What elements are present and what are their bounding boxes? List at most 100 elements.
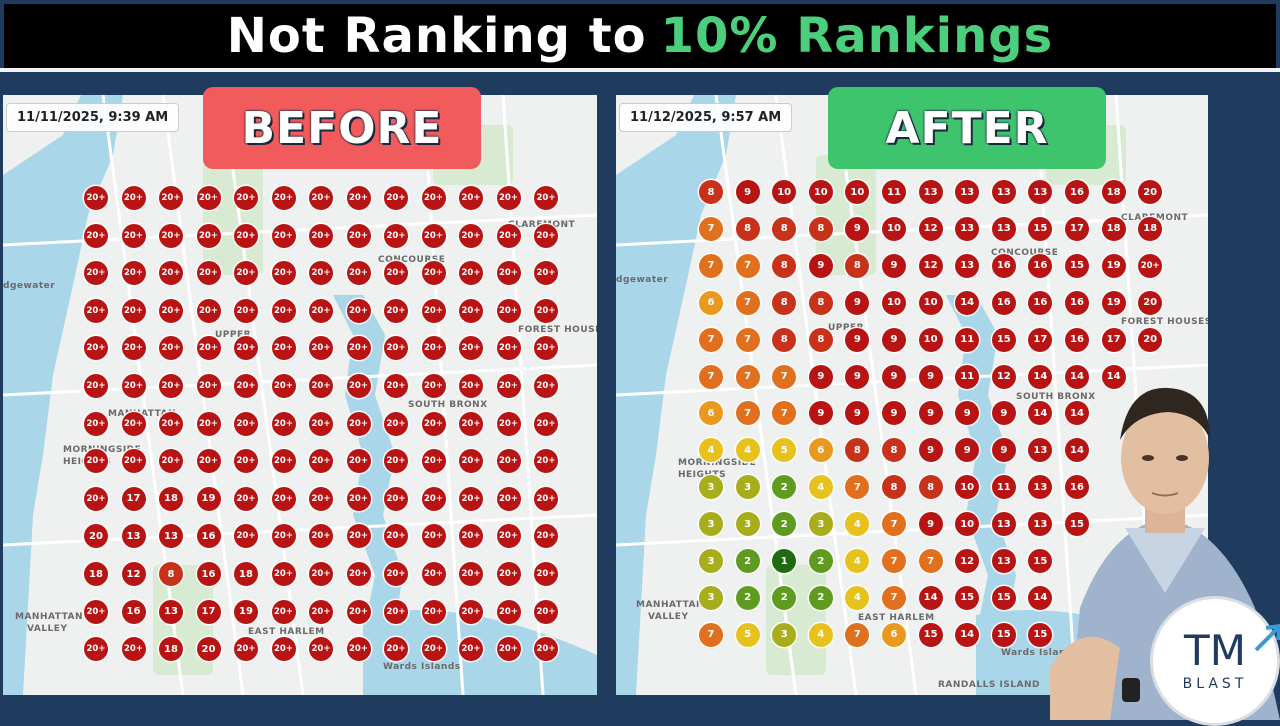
rank-marker[interactable]: 20+: [159, 186, 183, 210]
rank-marker[interactable]: 20+: [496, 449, 521, 474]
rank-marker[interactable]: 13: [991, 216, 1016, 241]
rank-marker[interactable]: 20+: [384, 449, 408, 474]
rank-marker[interactable]: 20+: [384, 186, 408, 210]
rank-marker[interactable]: 9: [882, 364, 906, 389]
rank-marker[interactable]: 6: [699, 290, 723, 315]
rank-marker[interactable]: 9: [882, 401, 906, 426]
rank-marker[interactable]: 2: [808, 585, 833, 610]
rank-marker[interactable]: 20+: [234, 223, 258, 248]
rank-marker[interactable]: 8: [918, 475, 943, 500]
rank-marker[interactable]: 20+: [271, 336, 296, 361]
rank-marker[interactable]: 20+: [121, 374, 146, 398]
rank-marker[interactable]: 20+: [421, 599, 446, 624]
rank-marker[interactable]: 15: [991, 327, 1016, 352]
rank-marker[interactable]: 7: [918, 549, 943, 573]
rank-marker[interactable]: 18: [159, 637, 183, 662]
rank-marker[interactable]: 20+: [496, 486, 521, 511]
rank-marker[interactable]: 20+: [346, 261, 371, 286]
rank-marker[interactable]: 20+: [271, 562, 296, 586]
rank-marker[interactable]: 9: [918, 364, 943, 389]
rank-marker[interactable]: 9: [845, 216, 870, 241]
rank-marker[interactable]: 7: [699, 622, 723, 647]
rank-marker[interactable]: 20+: [309, 223, 333, 248]
rank-marker[interactable]: 20+: [309, 562, 333, 586]
rank-marker[interactable]: 9: [808, 401, 833, 426]
rank-marker[interactable]: 20+: [234, 186, 258, 210]
rank-marker[interactable]: 5: [735, 622, 760, 647]
rank-marker[interactable]: 12: [918, 253, 943, 278]
rank-marker[interactable]: 20: [1138, 290, 1163, 315]
rank-marker[interactable]: 13: [1028, 438, 1053, 463]
rank-marker[interactable]: 2: [735, 549, 760, 573]
rank-marker[interactable]: 20+: [496, 298, 521, 323]
rank-marker[interactable]: 8: [845, 438, 870, 463]
rank-marker[interactable]: 8: [735, 216, 760, 241]
rank-marker[interactable]: 20+: [84, 374, 108, 398]
rank-marker[interactable]: 20+: [159, 261, 183, 286]
rank-marker[interactable]: 20+: [346, 562, 371, 586]
rank-marker[interactable]: 14: [1028, 364, 1053, 389]
rank-marker[interactable]: 20+: [384, 261, 408, 286]
rank-marker[interactable]: 3: [735, 512, 760, 537]
rank-marker[interactable]: 8: [808, 290, 833, 315]
rank-marker[interactable]: 20+: [496, 637, 521, 662]
rank-marker[interactable]: 16: [121, 599, 146, 624]
rank-marker[interactable]: 5: [772, 438, 797, 463]
rank-marker[interactable]: 7: [772, 401, 797, 426]
rank-marker[interactable]: 20+: [534, 562, 558, 586]
rank-marker[interactable]: 15: [1065, 253, 1089, 278]
rank-marker[interactable]: 20+: [121, 298, 146, 323]
rank-marker[interactable]: 20+: [84, 486, 108, 511]
rank-marker[interactable]: 15: [991, 585, 1016, 610]
rank-marker[interactable]: 20+: [346, 486, 371, 511]
rank-marker[interactable]: 20+: [459, 298, 483, 323]
rank-marker[interactable]: 20+: [84, 411, 108, 436]
rank-marker[interactable]: 20+: [421, 562, 446, 586]
rank-marker[interactable]: 20+: [421, 374, 446, 398]
rank-marker[interactable]: 20+: [234, 261, 258, 286]
rank-marker[interactable]: 20+: [421, 298, 446, 323]
rank-marker[interactable]: 8: [845, 253, 870, 278]
rank-marker[interactable]: 17: [1028, 327, 1053, 352]
rank-marker[interactable]: 13: [955, 180, 980, 204]
rank-marker[interactable]: 19: [196, 486, 221, 511]
rank-marker[interactable]: 20+: [496, 336, 521, 361]
rank-marker[interactable]: 20+: [159, 223, 183, 248]
rank-marker[interactable]: 12: [918, 216, 943, 241]
rank-marker[interactable]: 10: [955, 512, 980, 537]
rank-marker[interactable]: 19: [234, 599, 258, 624]
rank-marker[interactable]: 4: [845, 585, 870, 610]
rank-marker[interactable]: 13: [918, 180, 943, 204]
rank-marker[interactable]: 8: [772, 290, 797, 315]
rank-marker[interactable]: 20+: [234, 336, 258, 361]
rank-marker[interactable]: 13: [121, 524, 146, 549]
rank-marker[interactable]: 20+: [534, 298, 558, 323]
rank-marker[interactable]: 9: [808, 253, 833, 278]
rank-marker[interactable]: 20+: [121, 261, 146, 286]
rank-marker[interactable]: 20+: [196, 223, 221, 248]
rank-marker[interactable]: 20+: [271, 374, 296, 398]
rank-marker[interactable]: 10: [882, 216, 906, 241]
rank-marker[interactable]: 20+: [459, 637, 483, 662]
rank-marker[interactable]: 20+: [196, 449, 221, 474]
rank-marker[interactable]: 9: [808, 364, 833, 389]
rank-marker[interactable]: 20+: [534, 336, 558, 361]
rank-marker[interactable]: 13: [955, 216, 980, 241]
rank-marker[interactable]: 20+: [384, 637, 408, 662]
rank-marker[interactable]: 20+: [459, 336, 483, 361]
rank-marker[interactable]: 18: [1101, 180, 1126, 204]
rank-marker[interactable]: 11: [955, 364, 980, 389]
rank-marker[interactable]: 4: [845, 549, 870, 573]
rank-marker[interactable]: 20+: [159, 449, 183, 474]
rank-marker[interactable]: 16: [1028, 290, 1053, 315]
rank-marker[interactable]: 20+: [421, 186, 446, 210]
rank-marker[interactable]: 8: [882, 438, 906, 463]
rank-marker[interactable]: 20+: [271, 411, 296, 436]
rank-marker[interactable]: 8: [772, 253, 797, 278]
rank-marker[interactable]: 20+: [309, 336, 333, 361]
rank-marker[interactable]: 20+: [459, 374, 483, 398]
rank-marker[interactable]: 7: [699, 253, 723, 278]
rank-marker[interactable]: 18: [1101, 216, 1126, 241]
rank-marker[interactable]: 20+: [496, 411, 521, 436]
rank-marker[interactable]: 20+: [234, 449, 258, 474]
